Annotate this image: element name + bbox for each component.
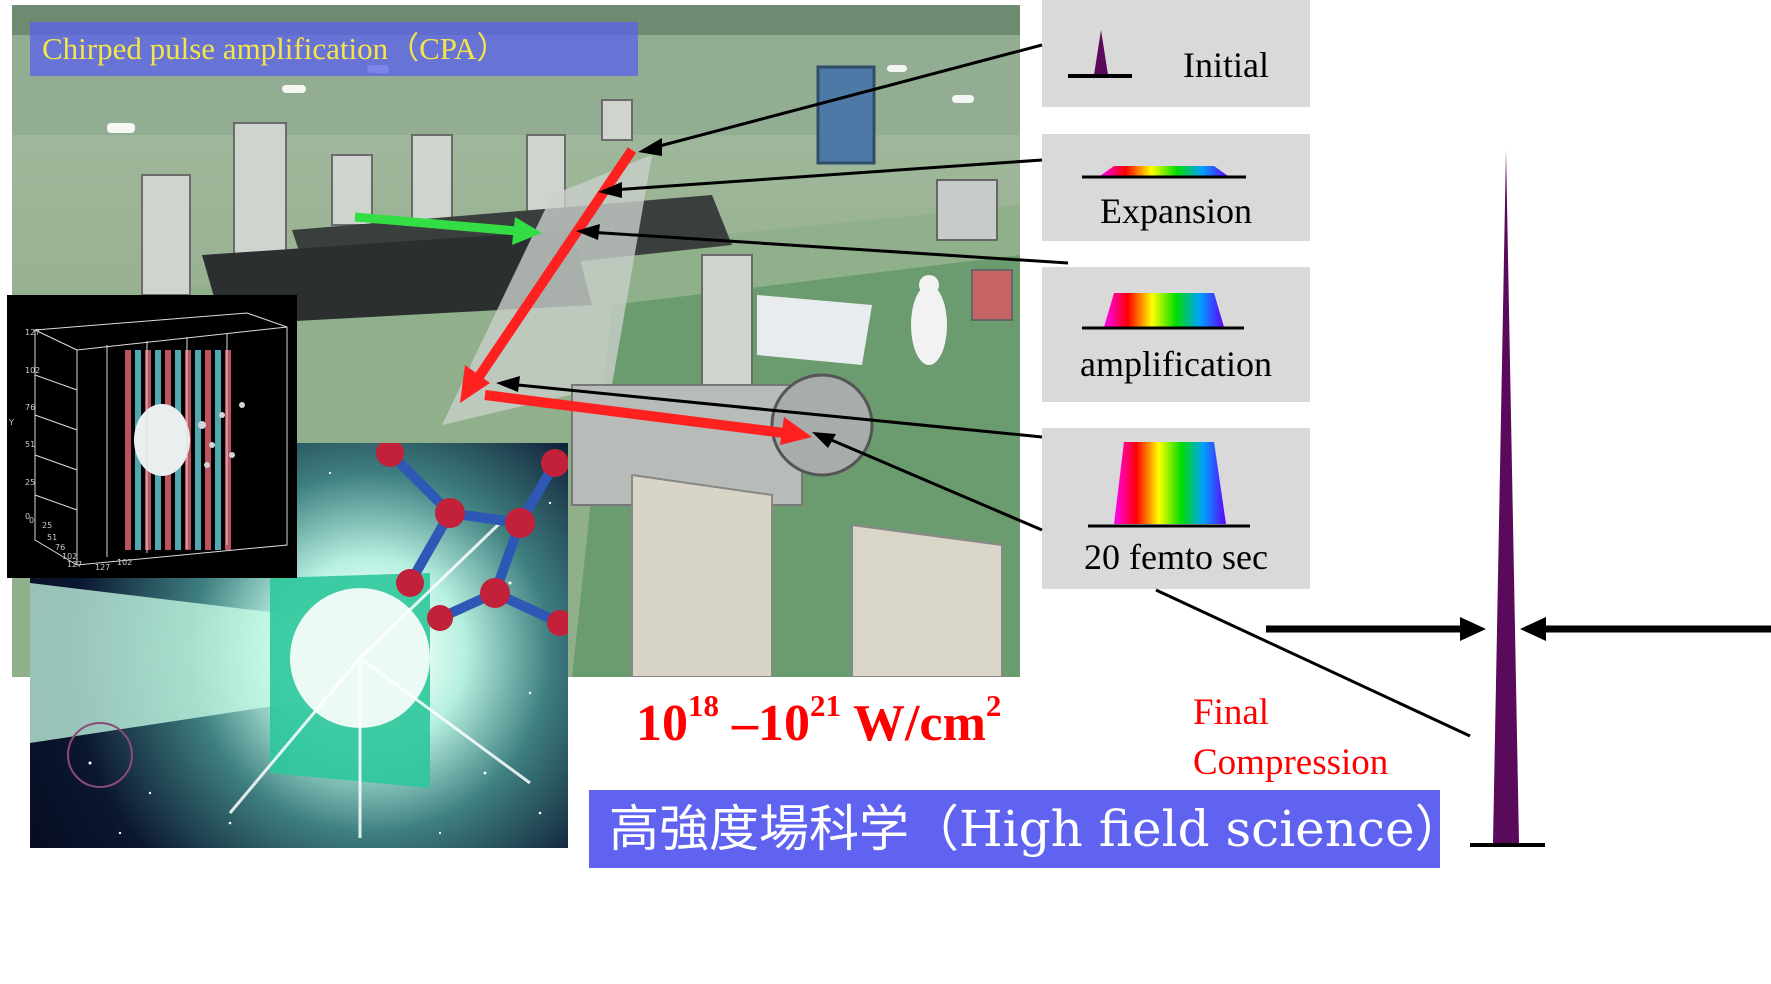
fullerene-outline <box>67 722 133 788</box>
stage-amplification: amplification <box>1042 267 1310 402</box>
sim-z-tick: 127 <box>95 563 110 572</box>
sim-y-label: Y <box>8 418 14 427</box>
compressed-pulse-spike <box>1493 150 1519 843</box>
stage-expansion: Expansion <box>1042 134 1310 241</box>
leader-stage4-a <box>507 382 1043 439</box>
sim-y-tick: 51 <box>25 440 35 449</box>
final-pulse-icon <box>1088 442 1250 528</box>
sim-x-tick: 127 <box>67 560 82 569</box>
stage-compressed: 20 femto sec <box>1042 428 1310 589</box>
stage-label-initial: Initial <box>1183 45 1269 85</box>
laser-path-to-chamber <box>484 390 785 438</box>
stage-initial: Initial <box>1042 0 1310 107</box>
final-compression-line1: Final <box>1193 692 1270 733</box>
expanded-pulse-icon <box>1082 166 1246 179</box>
sim-z-tick: 102 <box>117 558 132 567</box>
simulation-plot-svg: 127 102 76 51 25 0 Y 0 25 51 76 102 127 … <box>8 312 288 572</box>
sim-y-tick: 76 <box>25 403 35 412</box>
amplified-pulse-icon <box>1082 293 1244 330</box>
sim-y-tick: 0 <box>25 512 30 521</box>
cpa-title-banner: Chirped pulse amplification（CPA） <box>30 22 638 76</box>
final-compression-label: Final Compression <box>1193 688 1388 788</box>
sim-x-tick: 76 <box>55 543 65 552</box>
stage-label-amplification: amplification <box>1080 344 1272 384</box>
sim-x-tick: 51 <box>47 533 57 542</box>
leader-amplification <box>587 230 1069 265</box>
sim-y-tick: 102 <box>25 366 40 375</box>
simulation-3d-plot: 127 102 76 51 25 0 Y 0 25 51 76 102 127 … <box>7 295 297 578</box>
sim-y-tick: 127 <box>25 328 40 337</box>
artwork-scene <box>30 443 568 838</box>
sim-x-tick: 25 <box>42 521 52 530</box>
leader-initial <box>651 43 1043 150</box>
sim-x-tick: 102 <box>62 552 77 561</box>
sim-x-tick: 0 <box>29 516 34 525</box>
high-field-science-banner: 高強度場科学（High field science） <box>589 790 1465 868</box>
final-compression-line2: Compression <box>1193 742 1389 783</box>
stage-label-20fs: 20 femto sec <box>1084 537 1268 577</box>
molecule-atoms <box>376 443 568 636</box>
seed-laser-arrow <box>354 212 518 236</box>
leader-final-compression <box>1155 588 1471 738</box>
sim-y-tick: 25 <box>25 478 35 487</box>
initial-pulse-icon <box>1068 30 1132 78</box>
leader-expansion <box>611 158 1043 192</box>
leader-stage4-b <box>821 434 1043 532</box>
intensity-range: 1018 –1021 W/cm2 <box>636 688 1002 752</box>
stage-label-expansion: Expansion <box>1100 191 1252 231</box>
